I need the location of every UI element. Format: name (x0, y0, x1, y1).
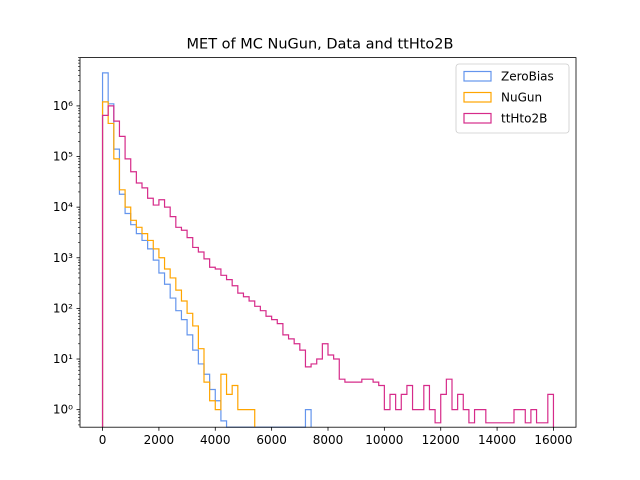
y-tick-label: 10⁰ (53, 403, 73, 417)
x-tick-label: 14000 (478, 433, 516, 447)
y-tick-label: 10³ (53, 251, 73, 265)
y-tick-label: 10⁵ (53, 150, 73, 164)
y-tick-label: 10⁶ (53, 99, 73, 113)
x-tick-label: 6000 (256, 433, 287, 447)
legend-swatch-zerobias (463, 70, 492, 82)
x-tick-label: 4000 (200, 433, 231, 447)
x-tick-label: 16000 (534, 433, 572, 447)
x-tick-label: 8000 (313, 433, 344, 447)
histogram-series-tthto2b (101, 105, 555, 428)
x-tick-label: 0 (99, 433, 107, 447)
legend-label-tthto2b: ttHto2B (501, 112, 547, 126)
plot-frame (79, 57, 577, 428)
x-tick-label: 10000 (365, 433, 403, 447)
histogram-series-nugun (101, 101, 256, 428)
x-tick-label: 2000 (144, 433, 175, 447)
x-axis: 0 2000 4000 6000 8000 10000 12000 14000 16000 (99, 427, 573, 447)
legend: ZeroBias NuGun ttHto2B (455, 63, 570, 134)
legend-swatch-nugun (463, 91, 492, 103)
y-tick-label: 10² (53, 301, 73, 315)
y-axis: 10⁰ 10¹ 10² 10³ 10⁴ 10⁵ 10⁶ (53, 57, 80, 426)
legend-label-zerobias: ZeroBias (501, 70, 554, 84)
y-tick-label: 10¹ (53, 352, 73, 366)
legend-swatch-tthto2b (463, 112, 492, 124)
legend-label-nugun: NuGun (501, 91, 542, 105)
y-tick-label: 10⁴ (53, 200, 73, 214)
x-tick-label: 12000 (422, 433, 460, 447)
chart-title: MET of MC NuGun, Data and ttHto2B (187, 37, 454, 53)
